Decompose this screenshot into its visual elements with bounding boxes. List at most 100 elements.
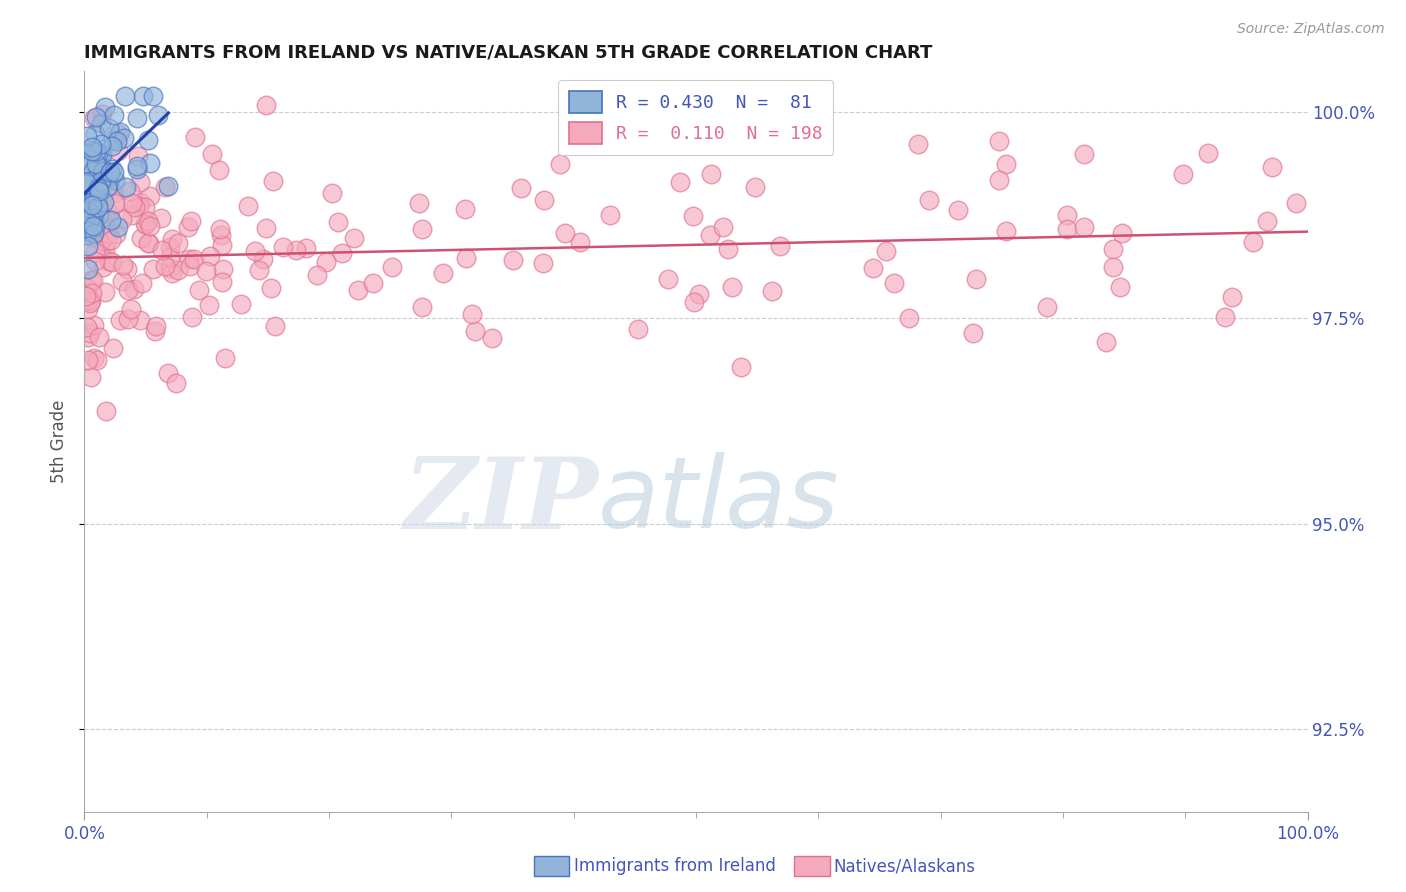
Point xyxy=(80,145,103,159)
Point xyxy=(157,178,180,193)
Point xyxy=(699,168,721,182)
Text: ZIP: ZIP xyxy=(404,452,598,549)
Point xyxy=(83,186,105,201)
Point xyxy=(101,255,124,269)
Point xyxy=(243,244,266,258)
Point xyxy=(98,179,121,194)
Point xyxy=(108,124,131,138)
Point xyxy=(103,108,125,122)
Point xyxy=(87,146,110,161)
Point xyxy=(432,266,454,280)
Point xyxy=(717,242,740,256)
Point xyxy=(898,310,921,325)
Point xyxy=(84,127,107,141)
Point xyxy=(569,235,592,249)
Point xyxy=(139,156,162,170)
Point xyxy=(107,127,129,141)
Point xyxy=(82,273,104,287)
Point xyxy=(82,198,104,212)
Point xyxy=(159,261,181,276)
Point xyxy=(408,196,430,211)
Point xyxy=(89,208,111,222)
Point xyxy=(135,217,157,231)
Point xyxy=(456,251,478,265)
Point xyxy=(87,200,110,214)
Point xyxy=(82,164,104,178)
Point xyxy=(82,219,104,234)
Point xyxy=(177,252,200,267)
Point xyxy=(883,276,905,290)
Point xyxy=(86,150,108,164)
Point xyxy=(342,231,364,245)
Point xyxy=(83,219,105,234)
Point xyxy=(1197,145,1219,160)
Point xyxy=(411,222,433,236)
Point xyxy=(167,262,190,277)
Point xyxy=(129,175,152,189)
Point xyxy=(128,195,150,210)
Point xyxy=(90,234,112,248)
Point xyxy=(627,322,650,336)
Point xyxy=(145,318,167,333)
Point xyxy=(97,206,120,220)
Point xyxy=(247,263,270,277)
Point xyxy=(79,153,101,168)
Y-axis label: 5th Grade: 5th Grade xyxy=(51,400,69,483)
Point xyxy=(209,228,232,243)
Point xyxy=(132,89,155,103)
Point xyxy=(533,193,555,207)
Point xyxy=(995,224,1018,238)
Point xyxy=(461,307,484,321)
Point xyxy=(769,239,792,253)
Point xyxy=(86,164,108,178)
Point xyxy=(946,202,969,217)
Point xyxy=(721,280,744,294)
Point xyxy=(97,227,120,241)
Point xyxy=(1241,235,1264,249)
Legend: R = 0.430  N =  81, R =  0.110  N = 198: R = 0.430 N = 81, R = 0.110 N = 198 xyxy=(558,80,834,155)
Point xyxy=(97,168,120,182)
Point xyxy=(554,226,576,240)
Point xyxy=(76,210,98,224)
Point xyxy=(131,276,153,290)
Point xyxy=(104,173,127,187)
Point xyxy=(1256,214,1278,228)
Point xyxy=(90,137,112,152)
Point xyxy=(1111,227,1133,241)
Point xyxy=(107,145,129,159)
Point xyxy=(76,281,98,295)
Point xyxy=(150,244,173,258)
Point xyxy=(90,116,112,130)
Point xyxy=(84,245,107,260)
Point xyxy=(105,134,128,148)
Point xyxy=(156,366,179,380)
Point xyxy=(188,283,211,297)
Point xyxy=(139,219,162,233)
Point xyxy=(988,173,1011,187)
Point xyxy=(86,193,108,207)
Point xyxy=(1109,280,1132,294)
Point xyxy=(111,274,134,288)
Point xyxy=(101,133,124,147)
Point xyxy=(326,215,349,229)
Point xyxy=(453,202,475,216)
Point xyxy=(682,295,704,310)
Point xyxy=(86,196,108,211)
Point xyxy=(79,198,101,212)
Point xyxy=(254,97,277,112)
Point xyxy=(134,200,156,214)
Point xyxy=(138,235,160,250)
Point xyxy=(91,163,114,178)
Point xyxy=(965,272,987,286)
Point xyxy=(90,166,112,180)
Point xyxy=(89,157,111,171)
Point xyxy=(100,162,122,177)
Point xyxy=(273,240,295,254)
Point xyxy=(502,252,524,267)
Point xyxy=(80,370,103,384)
Point xyxy=(699,228,721,243)
Point xyxy=(101,341,124,355)
Point xyxy=(160,266,183,280)
Point xyxy=(107,219,129,234)
Point xyxy=(117,311,139,326)
